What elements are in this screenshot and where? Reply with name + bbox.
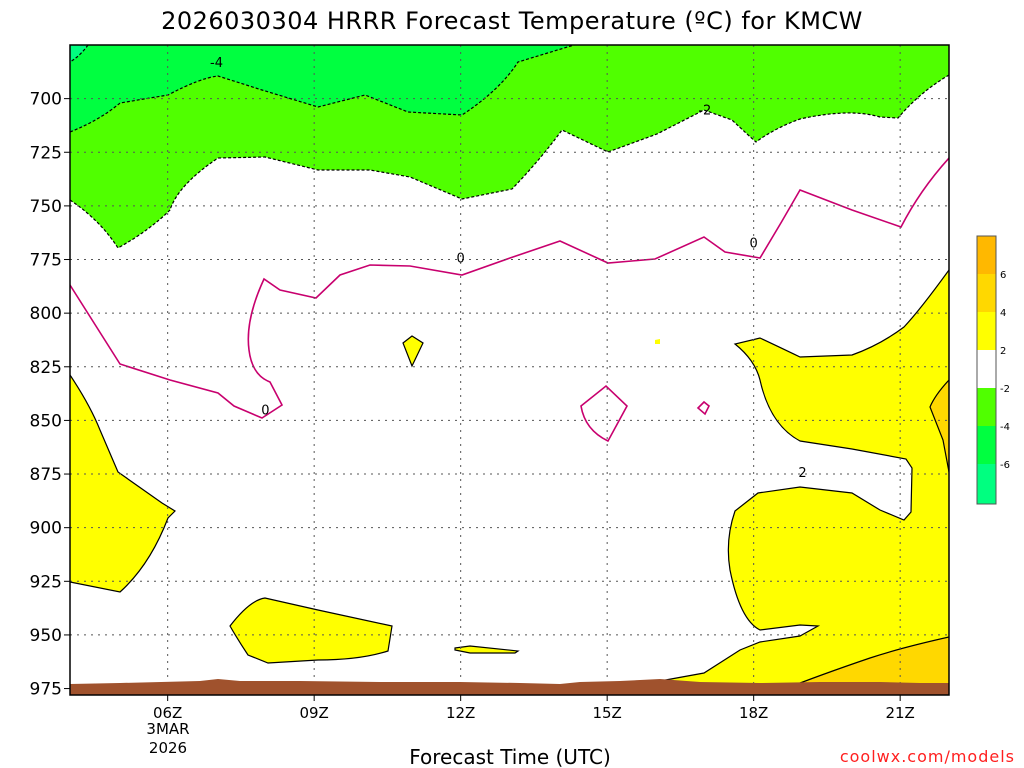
contour-label: 2 xyxy=(798,466,806,481)
y-tick-label: 850 xyxy=(30,411,62,431)
band-below-minus6 xyxy=(70,45,88,62)
colorbar-swatch-2-4 xyxy=(977,312,996,350)
y-axis-ticks: 700 725 750 775 800 825 850 875 900 925 950 975 xyxy=(30,90,70,700)
y-tick-label: 925 xyxy=(30,572,62,592)
plot-area xyxy=(70,45,949,695)
warm-region-left xyxy=(70,375,175,592)
contour-label: -4 xyxy=(210,56,223,71)
colorbar-label: 6 xyxy=(1000,270,1006,281)
y-tick-label: 700 xyxy=(30,90,62,110)
colorbar-labels: 6 4 2 -2 -4 -6 xyxy=(1000,270,1010,471)
warm-region-thin-layer xyxy=(455,646,518,653)
x-tick-label: 06Z xyxy=(153,704,182,722)
colorbar-label: -4 xyxy=(1000,422,1010,433)
colorbar-label: -2 xyxy=(1000,384,1010,395)
warm-region-center-pocket xyxy=(403,336,423,366)
contour-label: 0 xyxy=(457,251,465,266)
freezing-contour-lines xyxy=(70,157,949,443)
negative-contour-lines xyxy=(70,45,949,249)
contour-label: -2 xyxy=(698,103,711,118)
y-tick-label: 750 xyxy=(30,197,62,217)
x-tick-label: 21Z xyxy=(885,704,914,722)
x-tick-label: 18Z xyxy=(739,704,768,722)
warm-region-lower-left xyxy=(230,598,392,663)
x-tick-label: 12Z xyxy=(446,704,475,722)
x-axis-label: Forecast Time (UTC) xyxy=(409,745,611,768)
colorbar-label: 4 xyxy=(1000,308,1006,319)
x-tick-label: 15Z xyxy=(592,704,621,722)
colorbar-swatch-4-6 xyxy=(977,274,996,312)
x-date-year-label: 2026 xyxy=(149,739,187,757)
y-tick-label: 775 xyxy=(30,251,62,271)
colorbar-border xyxy=(976,235,997,505)
ground-terrain xyxy=(70,679,949,695)
y-tick-label: 900 xyxy=(30,519,62,539)
colorbar-swatch-m4-m2 xyxy=(977,388,996,426)
x-axis-ticks: 06Z 09Z 12Z 15Z 18Z 21Z xyxy=(153,695,915,722)
positive-contour-lines xyxy=(70,269,949,691)
contour-label: 0 xyxy=(750,236,758,251)
colorbar-swatch-m2-2 xyxy=(977,350,996,388)
chart-title: 2026030304 HRRR Forecast Temperature (ºC… xyxy=(161,7,863,35)
plot-border xyxy=(69,44,950,696)
warm-region-right xyxy=(660,270,949,690)
y-tick-label: 950 xyxy=(30,626,62,646)
colorbar-label: -6 xyxy=(1000,460,1010,471)
x-date-month-label: 3MAR xyxy=(146,720,189,738)
y-tick-label: 800 xyxy=(30,304,62,324)
y-tick-label: 875 xyxy=(30,465,62,485)
colorbar-swatch-m6-m4 xyxy=(977,426,996,464)
colorbar: 6 4 2 -2 -4 -6 xyxy=(976,235,1010,505)
colorbar-label: 2 xyxy=(1000,346,1006,357)
contour-label: 0 xyxy=(261,404,269,419)
x-tick-label: 09Z xyxy=(299,704,328,722)
credit-link[interactable]: coolwx.com/models xyxy=(840,747,1015,766)
warm-region-upper-right-4 xyxy=(930,380,949,472)
warm-region-small-pocket xyxy=(655,339,660,344)
band-minus6-to-minus4 xyxy=(70,45,574,132)
colorbar-swatch-6-8 xyxy=(977,236,996,274)
y-tick-label: 725 xyxy=(30,143,62,163)
contour-labels: -4 -2 0 0 0 2 xyxy=(210,56,807,481)
warm-region-lower-right-4 xyxy=(782,637,949,690)
y-tick-label: 975 xyxy=(30,680,62,700)
y-tick-label: 825 xyxy=(30,358,62,378)
colorbar-swatch-lt-m6 xyxy=(977,464,996,504)
